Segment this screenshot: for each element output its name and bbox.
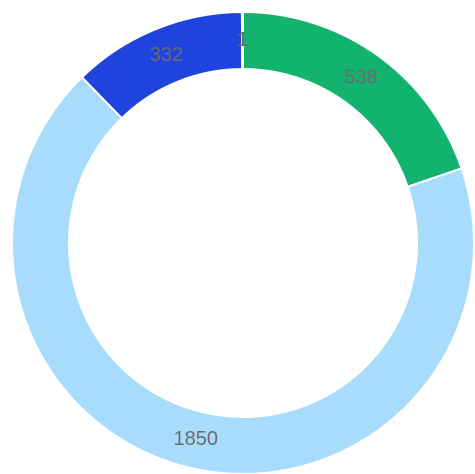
slice <box>241 10 244 71</box>
value-label: 1 <box>237 29 248 51</box>
value-label: 538 <box>344 67 377 89</box>
value-label: 1850 <box>174 428 219 450</box>
value-label: 1 <box>237 29 248 51</box>
value-label: 332 <box>150 44 183 66</box>
slice <box>11 75 475 474</box>
slice <box>242 10 463 189</box>
